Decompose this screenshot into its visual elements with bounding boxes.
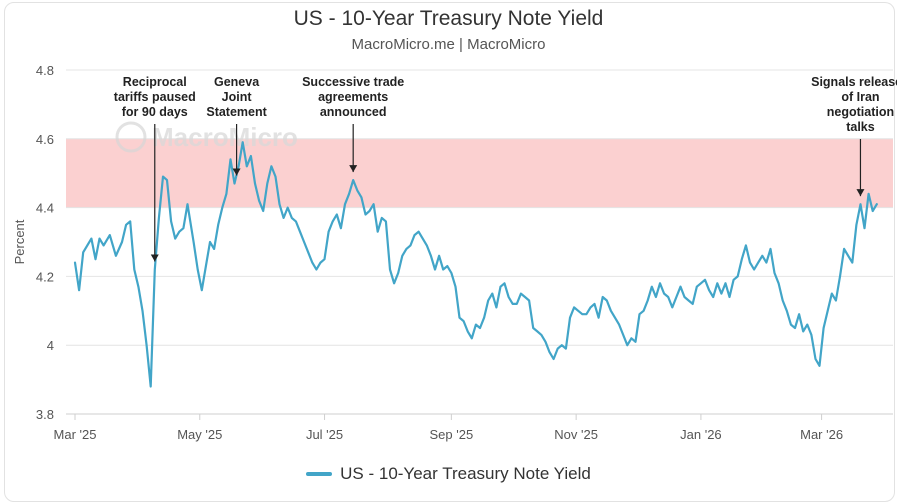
chart-card xyxy=(4,2,895,502)
chart-title: US - 10-Year Treasury Note Yield xyxy=(293,7,604,30)
chart-subtitle: MacroMicro.me | MacroMicro xyxy=(351,36,546,53)
legend-label: US - 10-Year Treasury Note Yield xyxy=(340,464,591,483)
legend-swatch xyxy=(306,472,333,476)
chart-legend[interactable]: US - 10-Year Treasury Note Yield xyxy=(0,464,897,484)
